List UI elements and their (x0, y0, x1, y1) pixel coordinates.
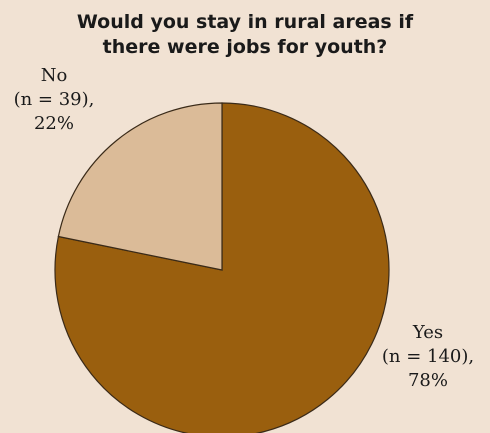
slice-label-yes: Yes (n = 140), 78% (372, 321, 484, 393)
slice-label-yes-name: Yes (412, 322, 444, 343)
slice-label-yes-count: (n = 140), (381, 346, 475, 367)
chart-title: Would you stay in rural areas if there w… (0, 10, 490, 60)
slice-label-no: No (n = 39), 22% (4, 64, 104, 136)
pie-slice-yes (54, 102, 390, 433)
slice-label-no-count: (n = 39), (13, 89, 95, 110)
pie-slice-no (57, 102, 223, 271)
chart-title-line-1: Would you stay in rural areas if (76, 11, 414, 33)
slice-label-no-percent: 22% (33, 113, 74, 134)
chart-title-line-2: there were jobs for youth? (102, 36, 388, 58)
slice-label-no-name: No (40, 65, 68, 86)
slice-label-yes-percent: 78% (407, 370, 448, 391)
